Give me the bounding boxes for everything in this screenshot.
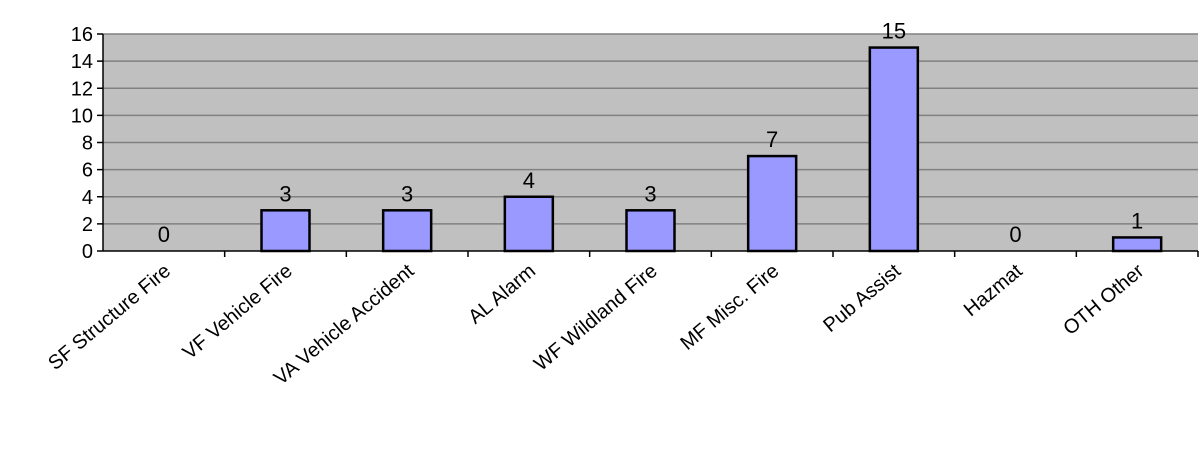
category-label: WF Wildland Fire: [530, 260, 662, 375]
y-axis-ticks: 0 2 4 6 8 10 12 14 16: [71, 24, 103, 263]
data-label: 0: [1009, 222, 1021, 247]
data-label: 3: [644, 181, 656, 206]
bar: [260, 209, 311, 253]
data-label: 4: [523, 168, 535, 193]
data-label: 3: [279, 181, 291, 206]
bar: [625, 209, 676, 253]
category-label: VF Vehicle Fire: [179, 260, 297, 364]
data-labels: 0 3 3 4 3 7 15 0 1: [158, 19, 1144, 247]
y-tick-label: 12: [71, 78, 93, 100]
y-tick-label: 8: [82, 133, 93, 155]
data-label: 1: [1131, 208, 1143, 233]
data-label: 3: [401, 181, 413, 206]
y-tick-label: 0: [82, 241, 93, 263]
category-label: AL Alarm: [464, 260, 540, 329]
bar: [746, 154, 798, 253]
category-label: Pub Assist: [819, 260, 905, 337]
category-label: MF Misc. Fire: [676, 260, 783, 355]
bar: [503, 195, 555, 253]
bar: [868, 46, 920, 253]
data-label: 15: [882, 19, 906, 44]
bar: [381, 209, 433, 253]
y-tick-label: 16: [71, 24, 93, 46]
bar: [1111, 236, 1163, 253]
category-label: OTH Other: [1059, 260, 1148, 340]
data-label: 0: [158, 222, 170, 247]
y-tick-label: 4: [82, 187, 93, 209]
y-tick-label: 14: [71, 51, 93, 73]
category-label: Hazmat: [960, 260, 1027, 321]
y-tick-label: 6: [82, 160, 93, 182]
y-tick-label: 10: [71, 105, 93, 127]
category-label: SF Structure Fire: [44, 260, 175, 375]
x-axis-ticks: [223, 251, 1199, 257]
y-tick-label: 2: [82, 214, 93, 236]
data-label: 7: [766, 127, 778, 152]
